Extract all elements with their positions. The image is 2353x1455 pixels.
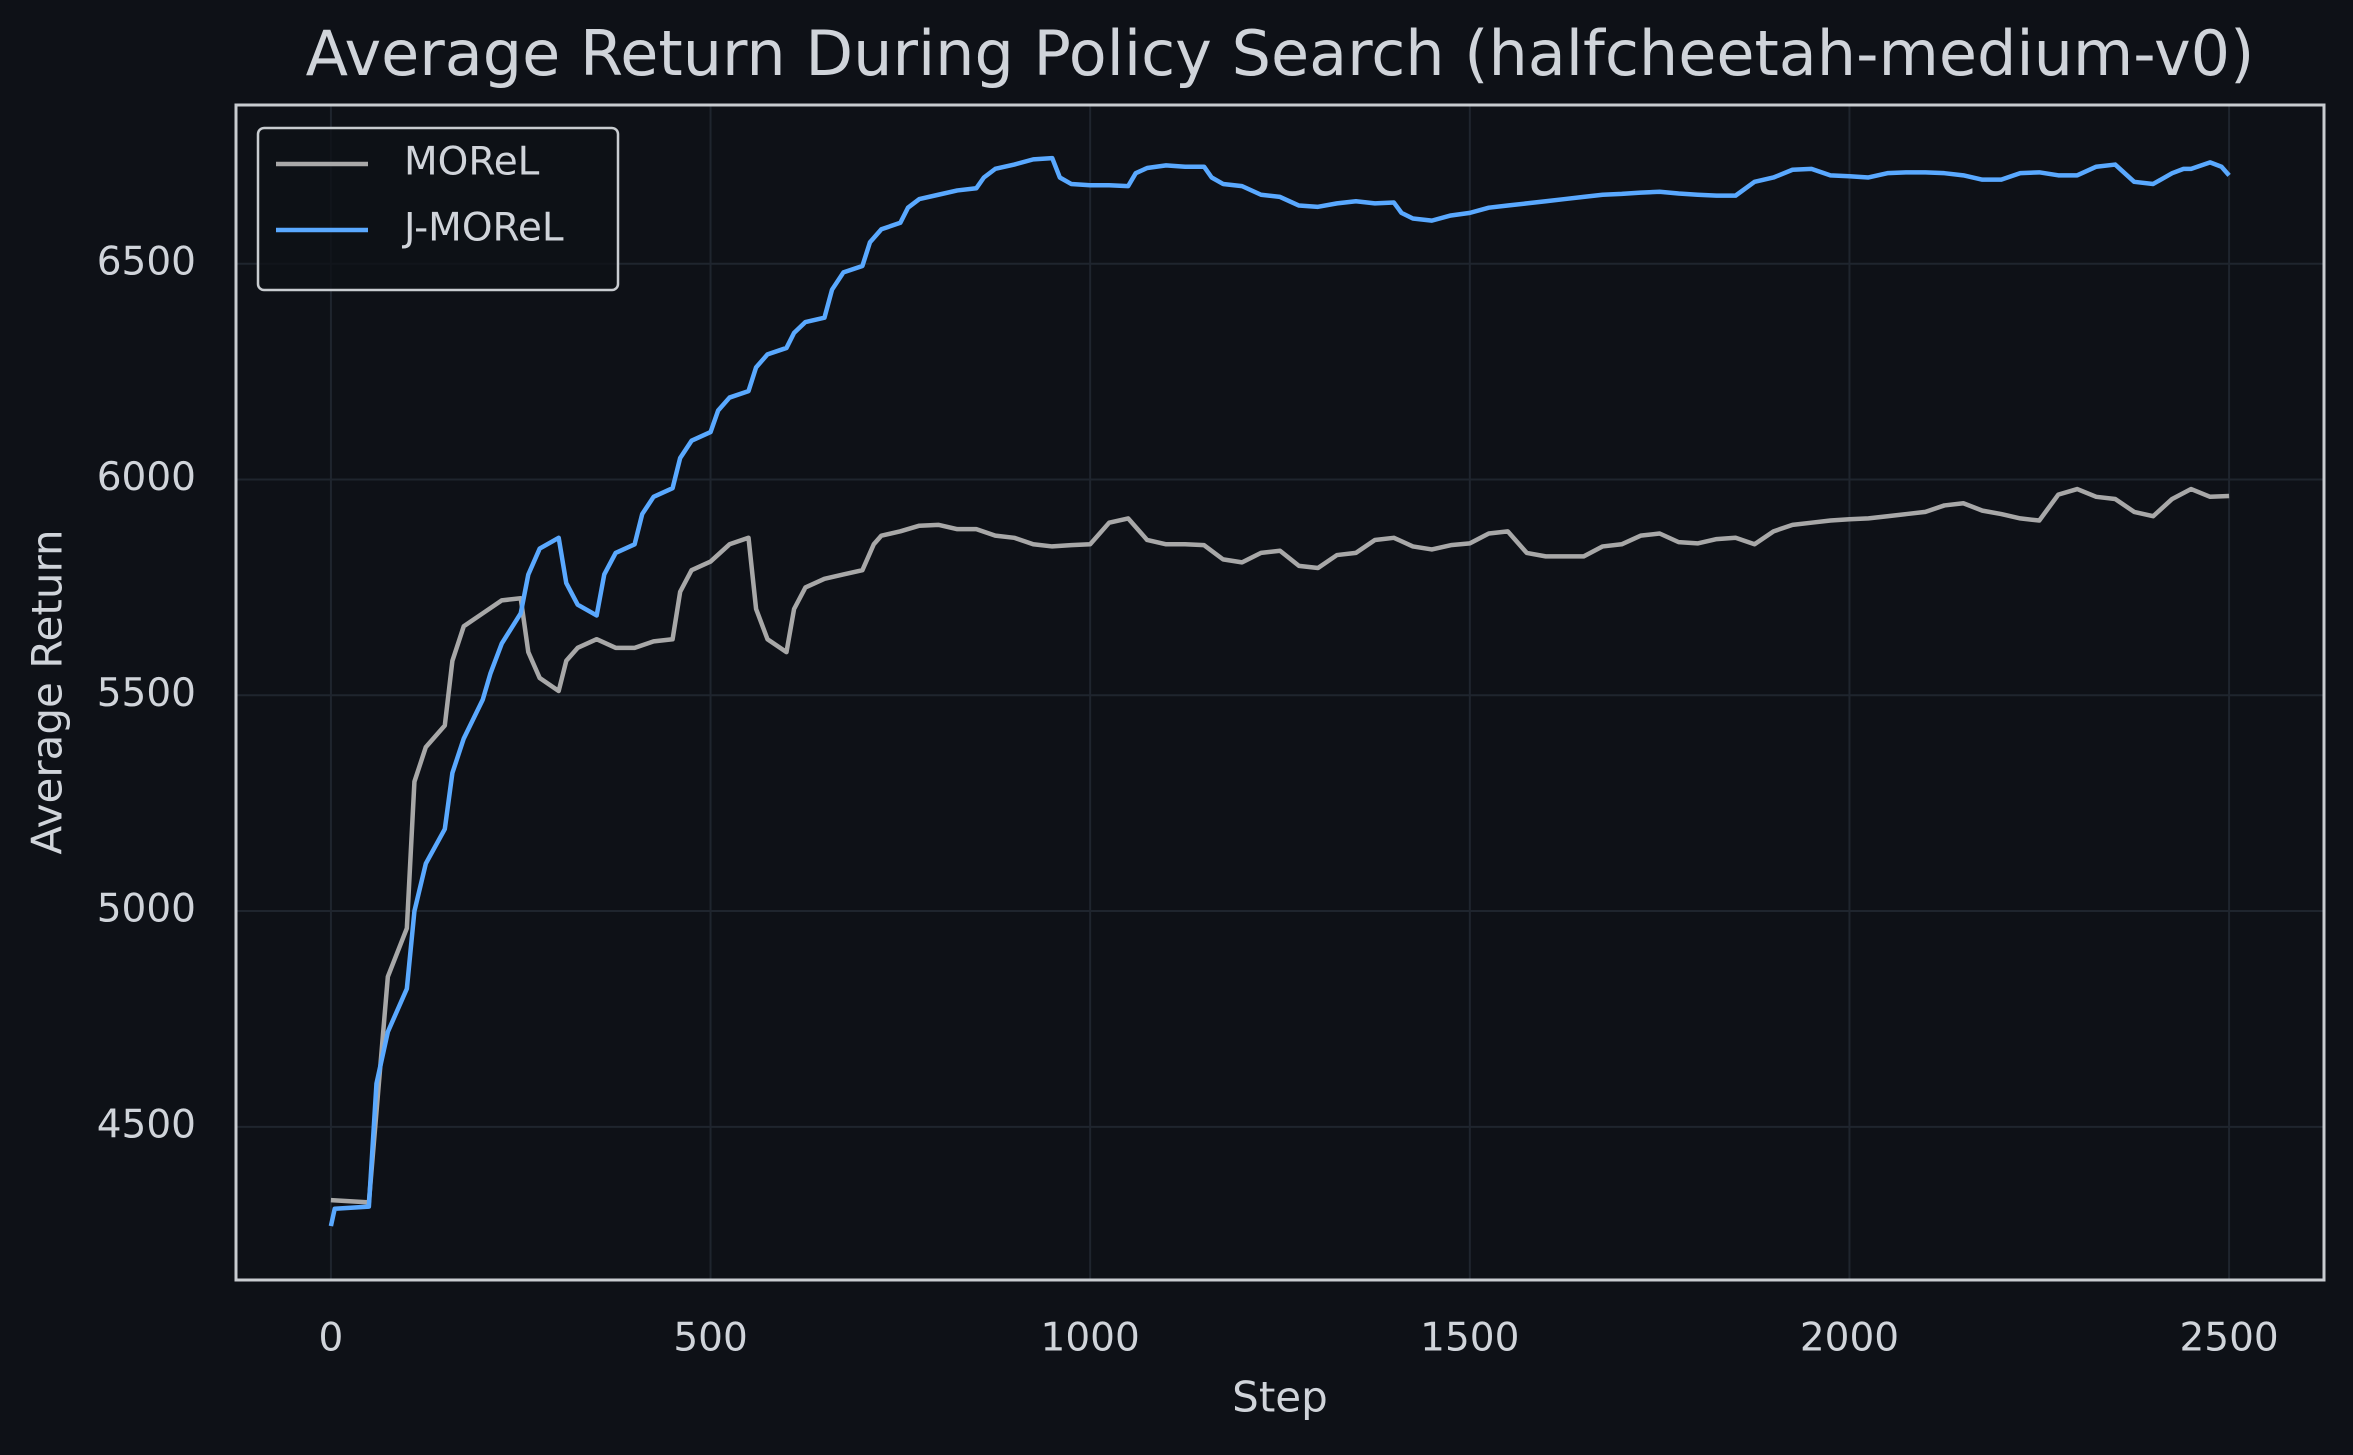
x-tick-label: 2500 [2179, 1316, 2278, 1361]
y-tick-label: 6000 [97, 455, 196, 500]
legend-label: J-MOReL [401, 206, 564, 251]
x-tick-label: 500 [673, 1316, 747, 1361]
x-tick-label: 2000 [1800, 1316, 1899, 1361]
y-tick-label: 4500 [97, 1102, 196, 1147]
x-axis-label: Step [1232, 1373, 1328, 1422]
x-tick-label: 0 [318, 1316, 343, 1361]
y-tick-label: 6500 [97, 239, 196, 284]
legend-box [256, 126, 620, 292]
line-series [328, 155, 2231, 1227]
x-tick-label: 1500 [1420, 1316, 1519, 1361]
y-tick-label: 5500 [97, 671, 196, 716]
line-series [330, 486, 2230, 1205]
y-tick-label: 5000 [97, 887, 196, 932]
legend-label: MOReL [404, 140, 540, 185]
plot-frame [234, 103, 2326, 1282]
y-axis-label: Average Return [23, 529, 72, 854]
chart-title: Average Return During Policy Search (hal… [306, 17, 2255, 90]
x-tick-label: 1000 [1041, 1316, 1140, 1361]
